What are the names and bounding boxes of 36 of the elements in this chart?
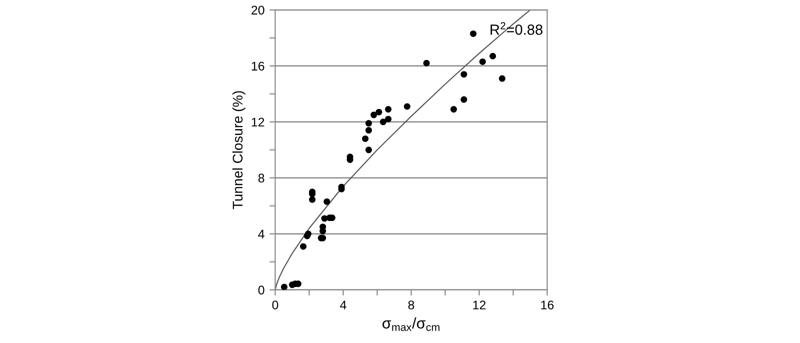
point	[384, 116, 392, 122]
point	[380, 118, 386, 126]
x-tick-label: 16	[541, 300, 554, 310]
x-axis-title: σ$_{max}$/σ$_{cm}$	[382, 317, 440, 331]
y-tick-label: 16	[252, 62, 264, 71]
x-tick-label: 8	[408, 300, 414, 310]
point	[423, 60, 430, 66]
y-tick-label: 12	[252, 118, 264, 126]
point	[376, 108, 382, 116]
point	[404, 103, 410, 110]
point	[460, 96, 468, 103]
y-tick-label: 8	[258, 174, 264, 183]
x-tick-label: 0	[272, 300, 278, 310]
point	[470, 30, 477, 37]
y-tick-label: 0	[258, 286, 264, 294]
point	[362, 135, 369, 142]
y-tick-label: 20	[252, 6, 264, 15]
point	[324, 198, 330, 205]
point	[370, 112, 378, 118]
y-axis-title: Tunnel Closure (%)	[232, 91, 246, 210]
point	[479, 58, 486, 65]
x-tick-label: 12	[473, 300, 486, 310]
point	[498, 75, 506, 82]
point	[300, 243, 307, 250]
y-tick-label: 4	[258, 230, 264, 238]
annotation: R$^{2}$=0.88	[490, 22, 542, 35]
point	[309, 196, 316, 203]
point	[460, 71, 468, 78]
point	[365, 146, 372, 154]
point	[384, 106, 392, 113]
x-tick-label: 4	[340, 300, 346, 310]
point	[450, 106, 457, 113]
point	[365, 120, 372, 127]
point	[490, 52, 496, 60]
point	[365, 127, 372, 134]
point	[280, 284, 288, 290]
